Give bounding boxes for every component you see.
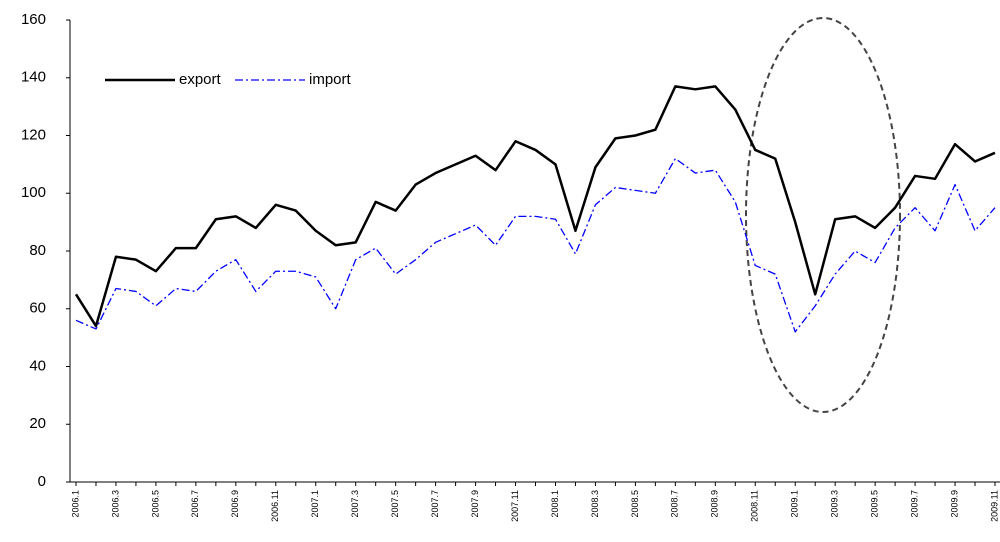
y-tick-label: 40 (29, 357, 46, 374)
x-tick-label: 2009.5 (870, 490, 880, 518)
y-tick-label: 120 (21, 126, 46, 143)
x-tick-label: 2006.1 (70, 490, 80, 518)
x-tick-label: 2008.7 (670, 490, 680, 518)
y-tick-label: 0 (38, 473, 46, 490)
x-tick-label: 2008.1 (550, 490, 560, 518)
x-tick-label: 2008.9 (710, 490, 720, 518)
x-tick-label: 2007.1 (310, 490, 320, 518)
x-tick-label: 2006.7 (190, 490, 200, 518)
x-tick-label: 2008.5 (630, 490, 640, 518)
legend-label: export (179, 71, 222, 88)
x-tick-label: 2006.11 (270, 490, 280, 522)
y-tick-label: 60 (29, 300, 46, 317)
series-line (75, 157, 996, 333)
x-tick-label: 2009.9 (949, 490, 959, 518)
x-tick-label: 2009.3 (830, 490, 840, 518)
x-tick-label: 2006.5 (150, 490, 160, 518)
x-tick-label: 2006.9 (230, 490, 240, 518)
y-tick-label: 80 (29, 242, 46, 259)
series-line (74, 85, 996, 328)
x-tick-label: 2007.9 (470, 490, 480, 518)
x-tick-label: 2007.5 (390, 490, 400, 518)
x-tick-label: 2008.11 (750, 490, 760, 522)
y-tick-label: 140 (21, 69, 46, 86)
x-tick-label: 2009.7 (909, 490, 919, 518)
x-tick-label: 2007.7 (430, 490, 440, 518)
x-tick-label: 2006.3 (110, 490, 120, 518)
x-tick-label: 2007.11 (510, 490, 520, 522)
y-tick-label: 100 (21, 184, 46, 201)
x-tick-label: 2009.1 (790, 490, 800, 518)
y-tick-label: 160 (21, 11, 46, 28)
legend-label: import (309, 71, 352, 88)
x-tick-label: 2007.3 (350, 490, 360, 518)
y-tick-label: 20 (29, 415, 46, 432)
x-tick-label: 2008.3 (590, 490, 600, 518)
x-tick-label: 2009.11 (989, 490, 999, 522)
highlight-ellipse (745, 17, 901, 413)
